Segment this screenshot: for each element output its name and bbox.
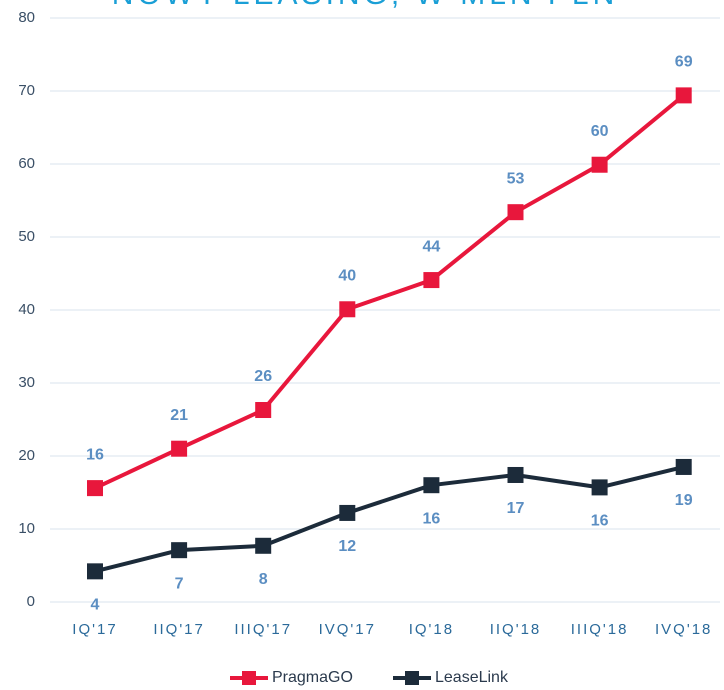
y-tick-label: 10: [18, 520, 35, 537]
data-label: 16: [591, 513, 609, 530]
marker: [675, 87, 692, 104]
data-label: 26: [254, 368, 272, 385]
x-tick-label: IVQ'17: [319, 621, 376, 638]
data-label: 16: [423, 510, 441, 527]
data-label: 40: [338, 267, 356, 284]
data-label: 53: [507, 170, 525, 187]
legend-marker: [242, 671, 256, 685]
legend-label: LeaseLink: [435, 669, 509, 686]
x-tick-label: IIIQ'18: [571, 621, 629, 638]
marker: [171, 542, 188, 559]
data-label: 69: [675, 54, 693, 71]
data-label: 21: [170, 407, 188, 424]
marker: [591, 156, 608, 173]
y-tick-label: 30: [18, 374, 35, 391]
x-tick-label: IQ'17: [72, 621, 117, 638]
marker: [255, 402, 272, 419]
y-tick-label: 20: [18, 447, 35, 464]
data-label: 8: [259, 571, 268, 588]
marker: [171, 440, 188, 457]
x-tick-label: IIQ'18: [490, 621, 542, 638]
chart-title: NOWY LEASING, W MLN PLN: [112, 0, 619, 11]
marker: [507, 466, 524, 483]
data-label: 7: [175, 575, 184, 592]
x-tick-label: IVQ'18: [655, 621, 712, 638]
y-tick-label: 80: [18, 9, 35, 26]
data-label: 12: [338, 538, 356, 555]
marker: [87, 563, 103, 580]
y-tick-label: 0: [27, 593, 35, 610]
data-label: 16: [86, 446, 104, 463]
data-label: 44: [423, 238, 441, 255]
x-tick-label: IQ'18: [409, 621, 454, 638]
series-line: [94, 93, 685, 490]
marker: [87, 480, 103, 497]
y-tick-label: 70: [18, 82, 35, 99]
marker: [339, 301, 356, 318]
marker: [255, 537, 272, 554]
x-tick-label: IIIQ'17: [234, 621, 292, 638]
legend-marker: [405, 671, 419, 685]
marker: [423, 477, 440, 494]
legend-label: PragmaGO: [272, 669, 353, 686]
marker: [675, 458, 692, 475]
data-label: 17: [507, 500, 525, 517]
marker: [339, 504, 356, 521]
series-line: [94, 465, 685, 574]
marker: [507, 204, 524, 221]
x-tick-label: IIQ'17: [153, 621, 205, 638]
data-label: 60: [591, 123, 609, 140]
marker: [591, 479, 608, 496]
y-tick-label: 60: [18, 155, 35, 172]
data-label: 4: [91, 597, 100, 614]
y-tick-label: 40: [18, 301, 35, 318]
data-label: 19: [675, 492, 693, 509]
marker: [423, 272, 440, 289]
y-tick-label: 50: [18, 228, 35, 245]
